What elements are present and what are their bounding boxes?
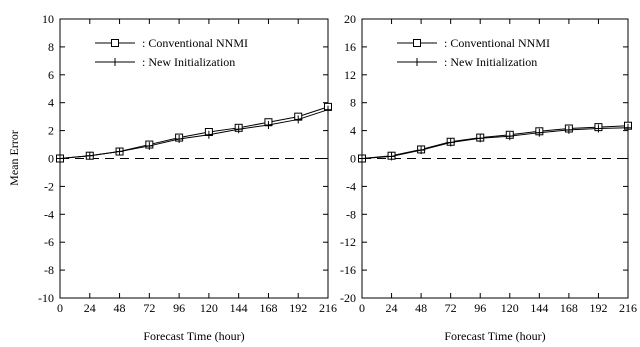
chart1-y-tick-label: 8 (48, 40, 54, 54)
chart1-legend-entry-square: : Conventional NNMI (95, 36, 248, 50)
chart1-x-tick-label: 48 (114, 301, 126, 315)
chart2-legend-entry-plus: : New Initialization (397, 55, 537, 69)
chart1-y-tick-label: 6 (48, 68, 54, 82)
chart2-x-tick-label: 96 (474, 301, 486, 315)
chart2-y-tick-label: -12 (340, 235, 356, 249)
chart2-point-plus (358, 154, 366, 163)
chart1-y-tick-label: -2 (44, 179, 54, 193)
chart1-x-tick-label: 216 (319, 301, 337, 315)
chart1-x-axis-label: Forecast Time (hour) (143, 329, 244, 343)
chart1-point-plus (204, 130, 213, 139)
chart1-series-square (56, 102, 332, 163)
chart2-y-tick-label: 20 (344, 12, 356, 26)
chart2-point-plus (417, 146, 426, 155)
chart1-y-tick-label: -4 (44, 207, 54, 221)
chart2-series-square (358, 121, 632, 163)
chart2-x-axis-label: Forecast Time (hour) (444, 329, 545, 343)
right-chart-panel: 0 24 48 72 96 120 144 168 192 216-20-16-12-8-4048… (340, 12, 637, 343)
chart2-legend-entry-square: : Conventional NNMI (397, 36, 550, 50)
chart1-y-tick-label: 10 (42, 12, 54, 26)
chart1-y-tick-label: 0 (48, 152, 54, 166)
chart1-point-plus (56, 154, 64, 163)
chart1-y-tick-label: 2 (48, 124, 54, 138)
chart2-y-tick-label: 12 (344, 68, 356, 82)
chart1-x-tick-label: 24 (84, 301, 96, 315)
chart2-point-plus (446, 138, 455, 147)
chart2-point-plus (535, 128, 544, 137)
chart1-y-tick-label: -10 (38, 291, 54, 305)
chart2-series-plus (358, 123, 632, 163)
chart1-point-plus (294, 115, 303, 124)
chart2-y-tick-label: 4 (350, 124, 356, 138)
chart2-y-tick-label: -16 (340, 263, 356, 277)
chart1-x-tick-label: 168 (259, 301, 277, 315)
chart1-series-line-plus (59, 109, 329, 159)
chart2-legend-label: : Conventional NNMI (444, 36, 550, 50)
chart1-legend-entry-plus: : New Initialization (95, 55, 235, 69)
chart1-series-plus (56, 105, 332, 163)
chart2-x-tick-label: 48 (415, 301, 427, 315)
chart1-legend-marker-square (111, 39, 119, 47)
chart2-x-tick-label: 144 (530, 301, 548, 315)
chart2-x-tick-label: 168 (560, 301, 578, 315)
chart2-y-tick-label: -20 (340, 291, 356, 305)
chart1-series-line-square (59, 106, 329, 159)
left-chart-panel: 0 24 48 72 96 120 144 168 192 216-10-8-6-4-202468… (7, 12, 337, 343)
chart2-point-plus (505, 132, 514, 141)
chart1-point-plus (234, 125, 243, 134)
chart1-point-plus (85, 151, 94, 160)
chart1-point-plus (324, 105, 332, 114)
chart1-legend-label: : New Initialization (142, 55, 235, 69)
chart2-x-tick-label: 192 (589, 301, 607, 315)
chart2-point-plus (387, 152, 396, 161)
chart1-y-tick-label: -8 (44, 263, 54, 277)
chart1-x-tick-label: 192 (289, 301, 307, 315)
chart2-x-tick-label: 120 (501, 301, 519, 315)
chart2-point-plus (594, 124, 603, 133)
chart2-y-tick-label: -4 (346, 179, 356, 193)
chart1-x-tick-label: 0 (57, 301, 63, 315)
chart1-x-tick-label: 72 (143, 301, 155, 315)
chart2-legend-marker-plus (413, 58, 421, 66)
chart1-point-plus (115, 147, 124, 156)
chart2-x-tick-label: 216 (619, 301, 637, 315)
chart2-point-plus (624, 123, 632, 132)
chart2-point-plus (564, 125, 573, 134)
chart2-point-plus (476, 134, 485, 143)
chart2-series-line-plus (361, 127, 629, 159)
chart2-y-tick-label: -8 (346, 207, 356, 221)
chart2-series-line-square (361, 125, 629, 159)
chart2-x-tick-label: 72 (445, 301, 457, 315)
chart2-y-tick-label: 8 (350, 96, 356, 110)
chart1-y-tick-label: -6 (44, 235, 54, 249)
chart2-x-tick-label: 24 (386, 301, 398, 315)
chart1-y-tick-label: 4 (48, 96, 54, 110)
chart2-x-tick-label: 0 (359, 301, 365, 315)
chart1-point-plus (264, 121, 273, 130)
chart1-point-plus (145, 141, 154, 150)
chart2-legend-marker-square (413, 39, 421, 47)
chart1-point-plus (175, 134, 184, 143)
chart1-legend-label: : Conventional NNMI (142, 36, 248, 50)
chart2-y-tick-label: 16 (344, 40, 356, 54)
chart2-y-tick-label: 0 (350, 152, 356, 166)
chart1-y-axis-label: Mean Error (7, 130, 21, 186)
chart2-legend-label: : New Initialization (444, 55, 537, 69)
chart1-x-tick-label: 144 (230, 301, 248, 315)
chart1-legend-marker-plus (111, 58, 119, 66)
chart1-x-tick-label: 120 (200, 301, 218, 315)
chart1-x-tick-label: 96 (173, 301, 185, 315)
